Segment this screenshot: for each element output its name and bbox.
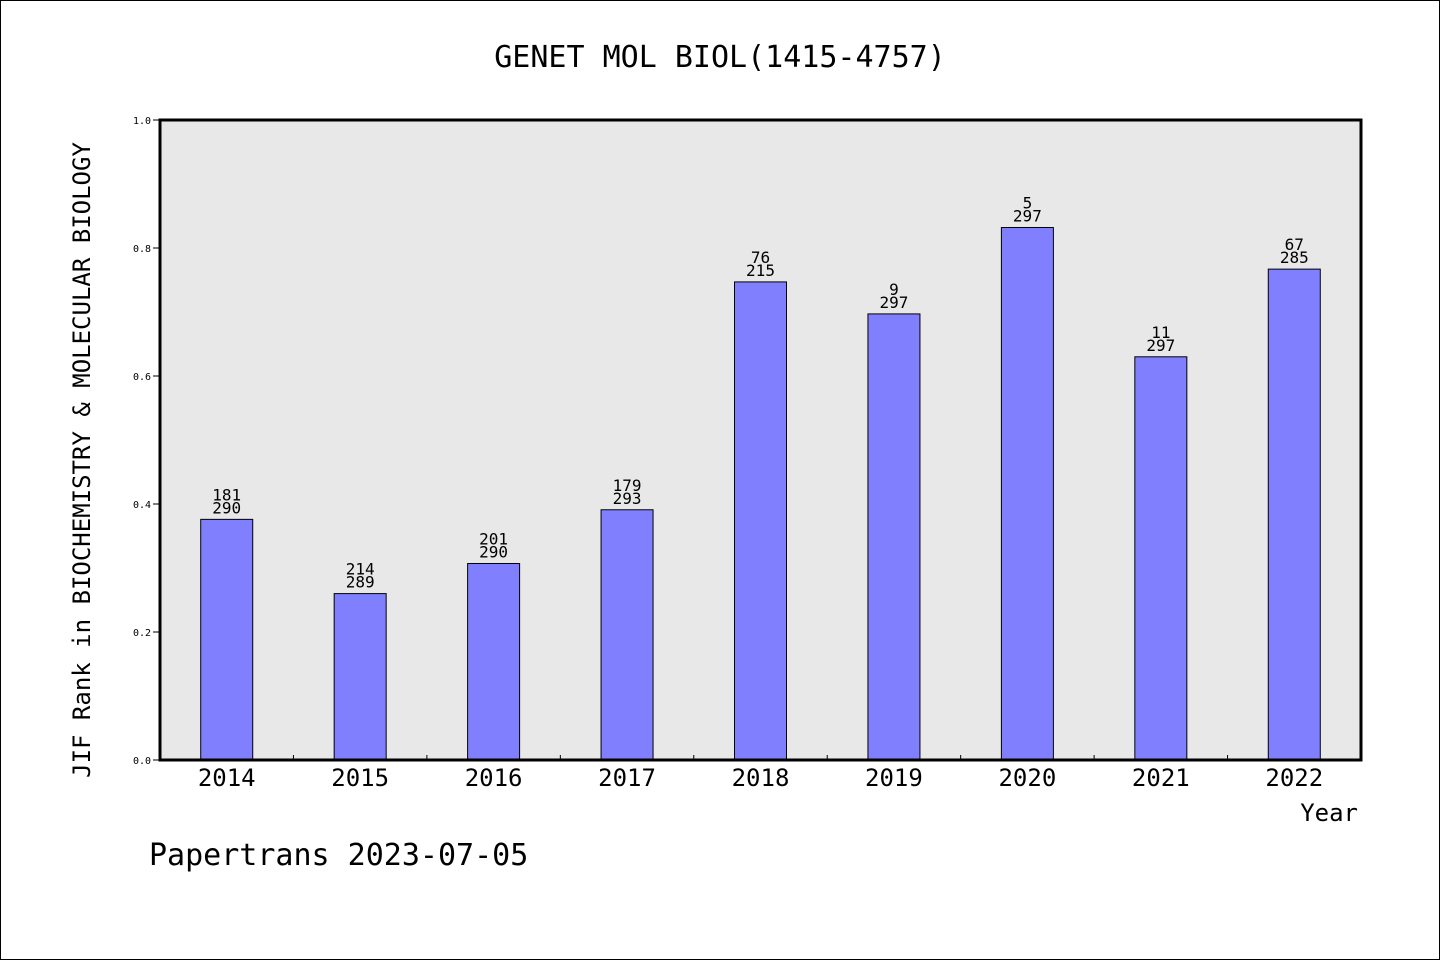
bar-2015 [333, 593, 387, 761]
y-axis-label: JIF Rank in BIOCHEMISTRY & MOLECULAR BIO… [68, 142, 96, 778]
bar-2016 [467, 563, 521, 761]
x-tick-label: 2020 [998, 764, 1056, 792]
x-tick-label: 2015 [331, 764, 389, 792]
x-axis-label: Year [1300, 799, 1358, 827]
bar-rank-label: 9 [889, 280, 899, 299]
y-tick-label: 0.8 [133, 244, 151, 255]
y-tick-label: 0.0 [133, 756, 151, 767]
plot-area: 0.00.20.40.60.81.01812902014214289201520… [133, 116, 1363, 792]
y-tick-label: 0.4 [133, 500, 151, 511]
bar-total-label: 297 [1146, 336, 1175, 355]
bar-2014 [200, 518, 254, 761]
chart-title: GENET MOL BIOL(1415-4757) [494, 40, 946, 75]
bar-total-label: 290 [212, 498, 241, 517]
bar-2021 [1134, 356, 1188, 761]
bar-total-label: 289 [346, 573, 375, 592]
bar-rank-label: 179 [613, 476, 642, 495]
x-tick-label: 2022 [1265, 764, 1323, 792]
x-tick-label: 2017 [598, 764, 656, 792]
bar-total-label: 297 [1013, 207, 1042, 226]
bar-total-label: 215 [746, 261, 775, 280]
x-tick-label: 2018 [732, 764, 790, 792]
bar-rank-label: 76 [751, 248, 770, 267]
bar-2018 [734, 281, 787, 761]
y-tick-label: 1.0 [133, 116, 151, 127]
x-tick-label: 2021 [1132, 764, 1190, 792]
credit-text: Papertrans 2023-07-05 [149, 838, 528, 873]
bar-rank-label: 67 [1285, 235, 1304, 254]
bar-total-label: 285 [1280, 248, 1309, 267]
bar-total-label: 293 [613, 489, 642, 508]
y-tick-label: 0.6 [133, 372, 151, 383]
plot-border [158, 118, 1363, 762]
x-tick-label: 2014 [198, 764, 256, 792]
bar-2020 [1000, 227, 1054, 761]
bar-rank-label: 11 [1151, 323, 1170, 342]
y-tick-label: 0.2 [133, 628, 151, 639]
bar-2019 [867, 313, 921, 761]
bar-rank-label: 201 [479, 530, 508, 549]
bar-2017 [600, 509, 654, 761]
x-tick-label: 2016 [465, 764, 523, 792]
bar-rank-label: 181 [212, 485, 241, 504]
bar-2022 [1267, 268, 1321, 761]
bar-total-label: 290 [479, 543, 508, 562]
bar-total-label: 297 [879, 293, 908, 312]
bar-rank-label: 214 [346, 560, 375, 579]
x-tick-label: 2019 [865, 764, 923, 792]
bar-rank-label: 5 [1023, 194, 1033, 213]
